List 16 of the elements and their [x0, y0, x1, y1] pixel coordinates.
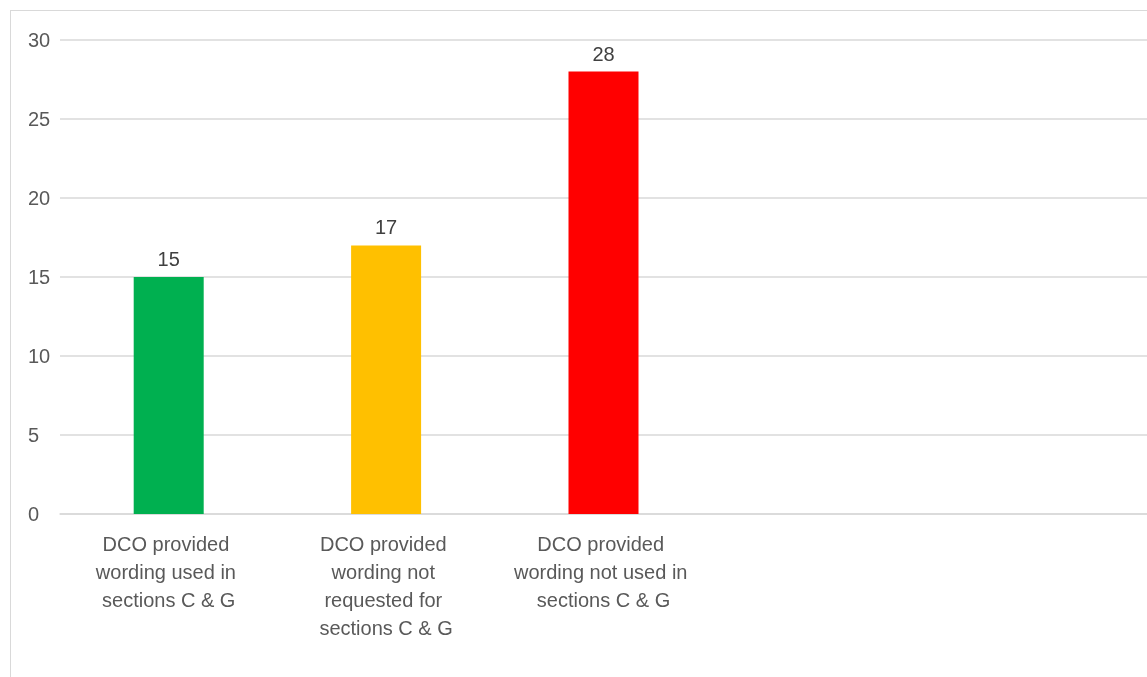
- x-tick-label: DCO provided wording not requested for sections C & G: [319, 533, 453, 639]
- y-tick-label: 0: [28, 503, 40, 525]
- y-tick-label: 15: [28, 266, 51, 288]
- x-tick-label: DCO provided wording used in sections C & G: [94, 533, 242, 611]
- bar: [351, 245, 422, 514]
- y-tick-label: 5: [28, 424, 40, 446]
- y-tick-label: 20: [28, 187, 51, 209]
- y-tick-label: 30: [28, 29, 51, 51]
- y-tick-label: 10: [28, 345, 51, 367]
- data-label: 28: [592, 42, 615, 65]
- bar: [568, 71, 639, 514]
- data-label: 15: [157, 248, 180, 270]
- y-tick-label: 25: [28, 108, 51, 130]
- x-tick-label: DCO provided wording not used in sections C & G: [512, 533, 694, 611]
- data-label: 17: [374, 216, 398, 239]
- bar: [133, 277, 204, 514]
